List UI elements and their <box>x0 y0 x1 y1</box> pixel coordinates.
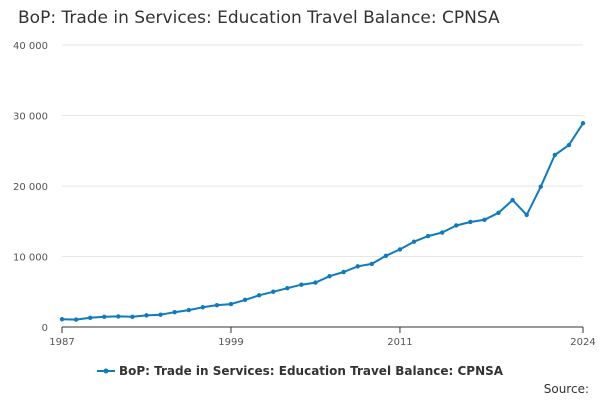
data-point[interactable] <box>552 152 558 158</box>
data-point[interactable] <box>566 142 572 148</box>
data-point[interactable] <box>299 282 304 287</box>
data-point[interactable] <box>172 309 177 315</box>
data-point[interactable] <box>454 223 459 228</box>
y-tick-label: 0 <box>42 323 48 334</box>
gridlines <box>62 44 583 257</box>
data-point[interactable] <box>482 217 487 223</box>
data-point[interactable] <box>327 274 332 279</box>
data-point[interactable] <box>510 197 515 203</box>
data-point[interactable] <box>411 239 417 244</box>
legend-label: BoP: Trade in Services: Education Travel… <box>118 364 504 378</box>
data-point[interactable] <box>313 280 318 285</box>
data-point[interactable] <box>214 302 220 308</box>
data-point[interactable] <box>87 315 93 321</box>
data-point[interactable] <box>144 313 149 318</box>
legend-line-marker-icon <box>96 368 115 374</box>
data-point[interactable] <box>496 210 501 215</box>
x-axis: 1987 1999 2011 2024 <box>49 326 596 348</box>
data-point[interactable] <box>59 317 65 322</box>
legend-item[interactable]: BoP: Trade in Services: Education Travel… <box>96 364 504 378</box>
line-chart: 0 10 000 20 000 30 000 40 000 1987 1999 2011 20… <box>13 41 596 348</box>
data-point[interactable] <box>524 212 529 218</box>
data-point[interactable] <box>73 317 79 322</box>
data-point[interactable] <box>116 314 121 319</box>
data-point[interactable] <box>200 305 206 310</box>
data-point[interactable] <box>425 233 431 239</box>
data-point[interactable] <box>397 247 403 252</box>
data-point[interactable] <box>468 219 473 225</box>
y-tick-label: 20 000 <box>13 182 48 193</box>
data-point[interactable] <box>228 301 234 307</box>
source-label: Source: <box>543 382 589 396</box>
x-tick-label: 1987 <box>49 337 74 348</box>
data-point[interactable] <box>369 261 374 267</box>
data-point[interactable] <box>242 297 248 303</box>
data-point[interactable] <box>256 293 262 298</box>
y-tick-label: 10 000 <box>13 253 48 264</box>
data-point[interactable] <box>102 314 107 319</box>
data-point[interactable] <box>158 312 163 317</box>
series-line <box>61 122 584 321</box>
legend: BoP: Trade in Services: Education Travel… <box>0 364 600 378</box>
chart-title: BoP: Trade in Services: Education Travel… <box>18 8 500 28</box>
y-tick-label: 40 000 <box>13 41 48 52</box>
data-point[interactable] <box>285 286 290 291</box>
data-point[interactable] <box>439 230 445 235</box>
data-point[interactable] <box>355 264 360 269</box>
y-tick-label: 30 000 <box>13 112 48 123</box>
data-point[interactable] <box>383 253 389 258</box>
x-tick-label: 1999 <box>218 337 243 348</box>
series-group <box>59 121 586 322</box>
x-tick-label: 2024 <box>570 337 595 348</box>
data-point[interactable] <box>538 184 543 189</box>
data-point[interactable] <box>580 121 586 126</box>
data-point[interactable] <box>341 269 346 275</box>
y-axis: 0 10 000 20 000 30 000 40 000 <box>13 41 48 334</box>
data-point[interactable] <box>186 307 191 313</box>
data-point[interactable] <box>271 289 276 294</box>
x-tick-label: 2011 <box>387 337 412 348</box>
data-point[interactable] <box>130 314 135 319</box>
